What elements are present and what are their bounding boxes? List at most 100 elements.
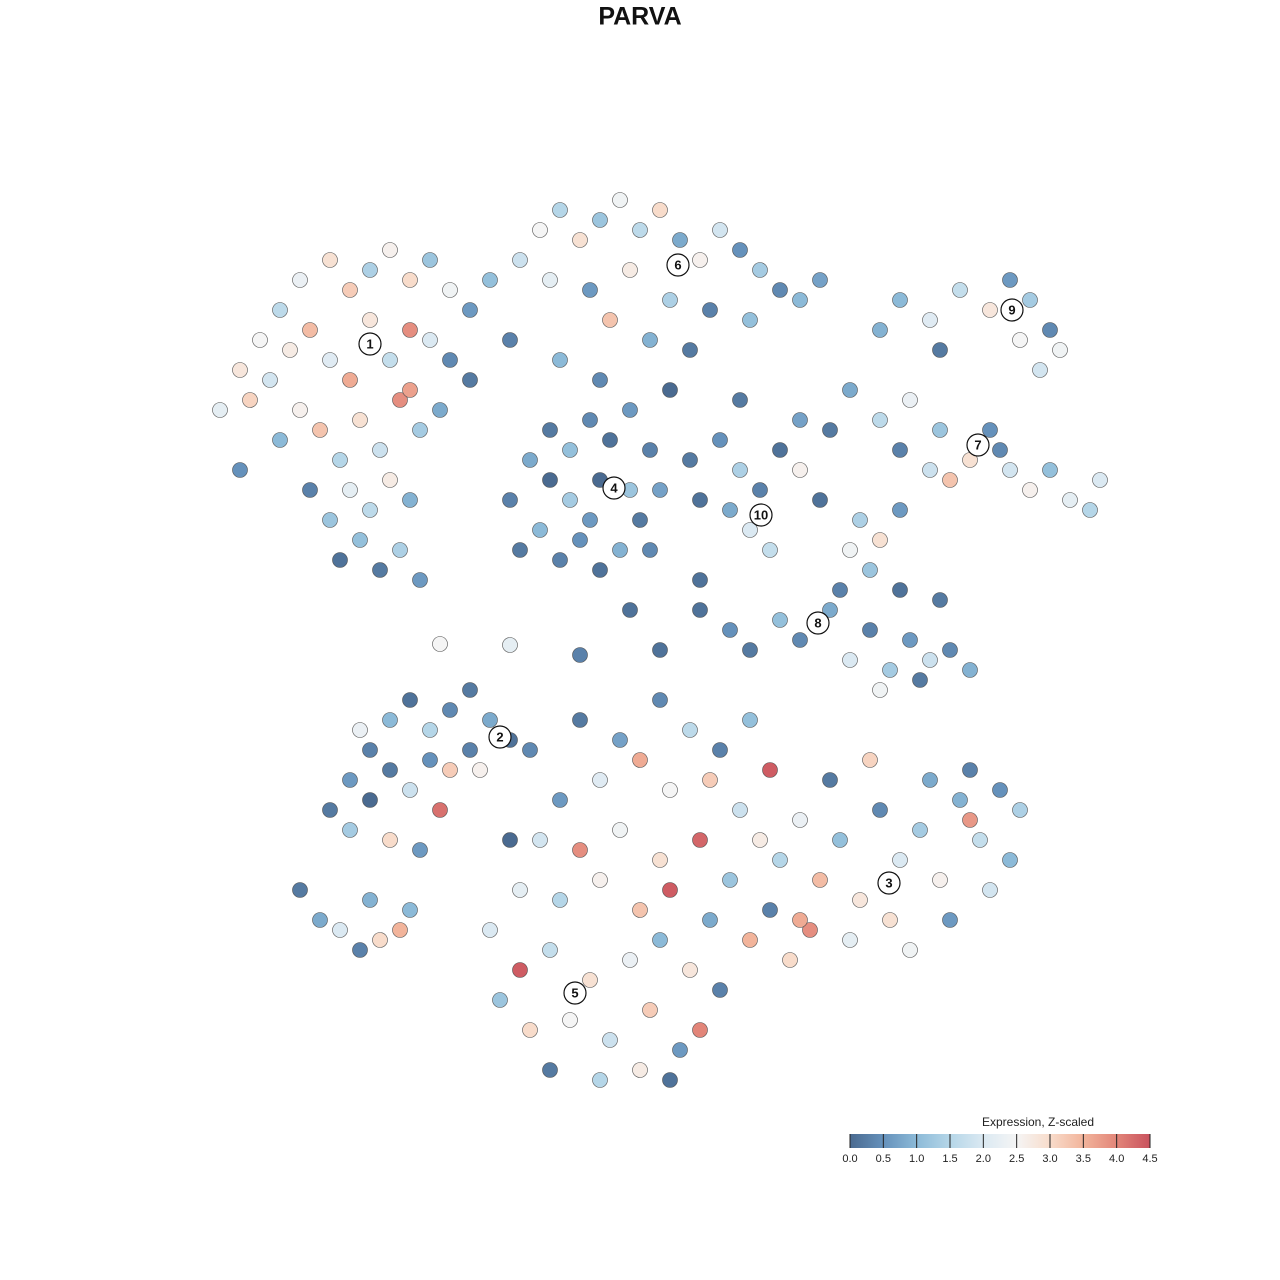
cluster-label-bg	[1000, 298, 1024, 322]
point	[632, 512, 648, 528]
point	[552, 552, 568, 568]
point	[552, 792, 568, 808]
point	[682, 342, 698, 358]
point	[812, 272, 828, 288]
point	[582, 972, 598, 988]
point	[302, 482, 318, 498]
cluster-label: 6	[666, 253, 690, 277]
point	[532, 222, 548, 238]
point	[362, 792, 378, 808]
point	[572, 647, 588, 663]
point	[382, 472, 398, 488]
point	[632, 222, 648, 238]
point	[982, 882, 998, 898]
point	[712, 432, 728, 448]
point	[402, 492, 418, 508]
point	[282, 342, 298, 358]
point	[542, 942, 558, 958]
point	[362, 742, 378, 758]
point	[732, 802, 748, 818]
cluster-label-text: 1	[366, 336, 373, 351]
point	[412, 422, 428, 438]
point	[292, 882, 308, 898]
point	[372, 562, 388, 578]
point	[732, 242, 748, 258]
point	[592, 872, 608, 888]
point	[462, 682, 478, 698]
point	[342, 482, 358, 498]
point	[752, 482, 768, 498]
point	[572, 712, 588, 728]
cluster-label: 8	[806, 611, 830, 635]
point	[792, 912, 808, 928]
point	[532, 522, 548, 538]
point	[932, 592, 948, 608]
point	[622, 602, 638, 618]
point	[572, 842, 588, 858]
point	[992, 782, 1008, 798]
point	[692, 1022, 708, 1038]
point	[302, 322, 318, 338]
point	[612, 732, 628, 748]
point	[712, 742, 728, 758]
point	[432, 802, 448, 818]
point	[852, 512, 868, 528]
point	[512, 542, 528, 558]
point	[442, 702, 458, 718]
point	[972, 832, 988, 848]
point	[932, 872, 948, 888]
point	[352, 942, 368, 958]
cluster-label-bg	[602, 476, 626, 500]
point	[892, 292, 908, 308]
colorbar-tick-label: 0.0	[842, 1153, 857, 1165]
point	[602, 312, 618, 328]
point	[982, 302, 998, 318]
point	[432, 402, 448, 418]
point	[1002, 852, 1018, 868]
point	[322, 252, 338, 268]
point	[402, 902, 418, 918]
colorbar-tick-label: 1.5	[942, 1153, 957, 1165]
point	[892, 442, 908, 458]
point	[1092, 472, 1108, 488]
point	[642, 442, 658, 458]
point	[502, 332, 518, 348]
point	[962, 762, 978, 778]
point	[1012, 802, 1028, 818]
point	[742, 642, 758, 658]
point	[512, 962, 528, 978]
point	[322, 512, 338, 528]
point	[422, 752, 438, 768]
cluster-label-text: 2	[496, 729, 503, 744]
point	[782, 952, 798, 968]
point	[842, 542, 858, 558]
point	[592, 562, 608, 578]
point	[752, 262, 768, 278]
point	[662, 292, 678, 308]
point	[582, 282, 598, 298]
point	[912, 822, 928, 838]
colorbar-tick-label: 3.5	[1076, 1153, 1091, 1165]
point	[342, 822, 358, 838]
point	[602, 432, 618, 448]
point	[842, 652, 858, 668]
cluster-label: 2	[488, 725, 512, 749]
cluster-label: 10	[749, 503, 773, 527]
point	[342, 372, 358, 388]
point	[892, 502, 908, 518]
point	[652, 642, 668, 658]
point	[372, 442, 388, 458]
cluster-label-bg	[806, 611, 830, 635]
point	[682, 722, 698, 738]
point	[792, 812, 808, 828]
point	[672, 1042, 688, 1058]
cluster-label: 9	[1000, 298, 1024, 322]
point	[932, 422, 948, 438]
point	[792, 292, 808, 308]
point	[732, 392, 748, 408]
cluster-label-text: 3	[885, 875, 892, 890]
point	[592, 212, 608, 228]
point	[642, 332, 658, 348]
point	[422, 722, 438, 738]
